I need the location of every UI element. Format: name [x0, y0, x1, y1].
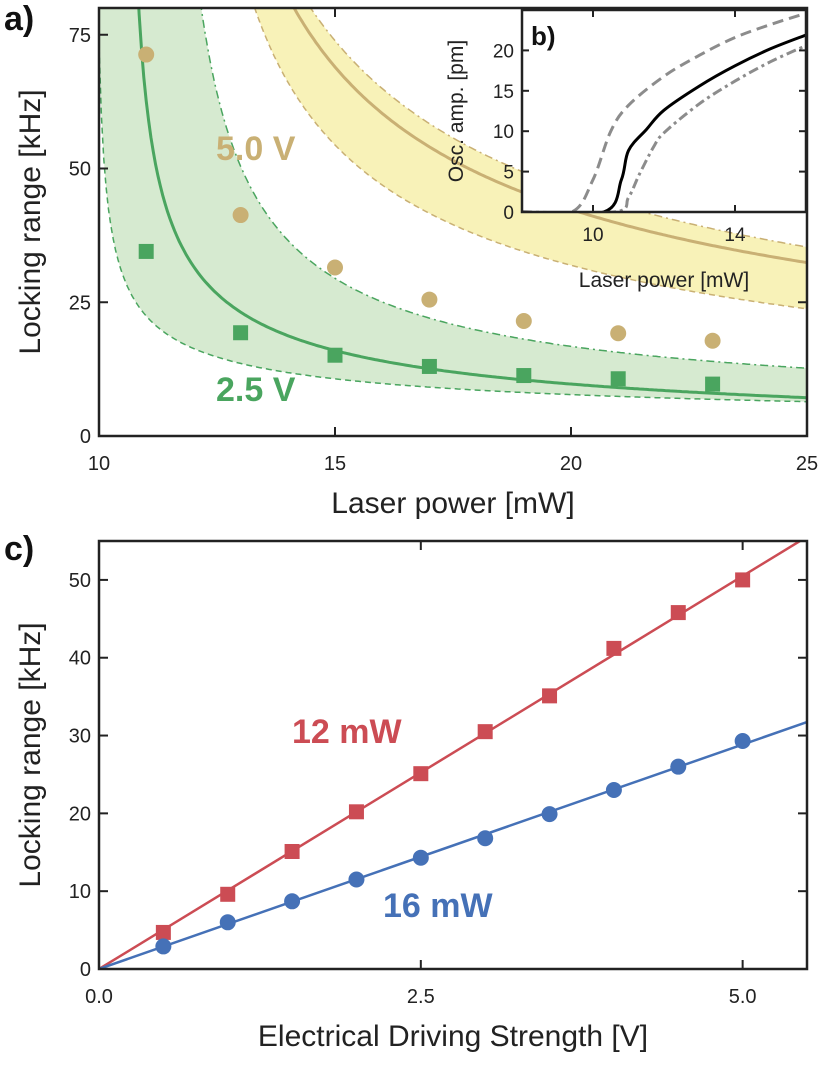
y-tick-label: 0: [503, 203, 514, 224]
data-point-2-5v: [610, 371, 626, 387]
y-tick-label: 15: [493, 82, 514, 103]
data-point-16mw: [541, 806, 558, 823]
x-tick-label: 10: [582, 225, 603, 246]
panel-b-ticks: 10 14 0 5 10 15 20: [493, 10, 806, 246]
series-label-12mw: 12 mW: [292, 713, 402, 751]
data-point-12mw: [670, 605, 686, 621]
panel-c-points: [155, 572, 751, 955]
band-2-5v: [99, 8, 807, 402]
data-point-2-5v: [327, 347, 343, 363]
data-point-2-5v: [421, 358, 437, 374]
y-tick-label: 20: [493, 41, 514, 62]
fit-line-16mw: [99, 720, 807, 969]
bound-2-5v-lower: [99, 8, 807, 403]
panel-c-frame: [97, 539, 809, 971]
y-tick-label: 75: [69, 25, 91, 47]
data-point-5v: [138, 46, 155, 63]
data-point-16mw: [155, 938, 172, 955]
data-point-16mw: [412, 849, 429, 866]
y-tick-label: 20: [69, 803, 91, 825]
band-5v: [254, 8, 807, 309]
y-tick-label: 10: [493, 122, 514, 143]
panel-c-ticks: 0.0 2.5 5.0 0 10 20 30 40 50: [69, 541, 807, 1008]
data-point-12mw: [477, 724, 493, 740]
fit-line-2-5v: [137, 8, 807, 400]
bound-2-5v-upper: [200, 8, 807, 369]
data-point-2-5v: [138, 243, 154, 259]
data-point-12mw: [735, 572, 751, 588]
data-point-12mw: [542, 688, 558, 704]
data-point-5v: [421, 291, 438, 308]
panel-c-fit-lines: [99, 541, 807, 969]
data-point-16mw: [348, 871, 365, 888]
x-tick-label: 14: [724, 225, 746, 246]
data-point-5v: [610, 325, 627, 342]
data-point-16mw: [670, 758, 687, 775]
panel-a-fit-lines: [99, 8, 807, 403]
panel-b-label: b): [531, 21, 556, 51]
fit-line-12mw: [99, 541, 803, 969]
panel-a-frame: [97, 6, 809, 438]
data-point-16mw: [477, 830, 494, 847]
data-point-5v: [515, 312, 532, 329]
data-point-16mw: [284, 893, 301, 910]
data-point-2-5v: [705, 376, 721, 392]
panel-c-xlabel: Electrical Driving Strength [V]: [258, 1020, 648, 1053]
data-point-5v: [704, 332, 721, 349]
panel-b-inset: 10 14 0 5 10 15 20 b) Laser power [mW] Osc. am…: [445, 8, 808, 292]
data-point-12mw: [413, 766, 429, 782]
data-point-2-5v: [233, 325, 249, 341]
fit-line-5v: [292, 8, 807, 265]
panel-a-label: a): [4, 0, 34, 38]
panel-a-xlabel: Laser power [mW]: [331, 487, 574, 520]
data-point-2-5v: [516, 368, 532, 384]
data-point-12mw: [606, 640, 622, 656]
y-tick-label: 10: [69, 881, 91, 903]
panel-b-lines: [522, 11, 806, 212]
data-point-12mw: [155, 924, 171, 940]
panel-c-label: c): [4, 530, 34, 568]
panel-c-ylabel: Locking range [kHz]: [14, 622, 47, 887]
data-point-12mw: [348, 804, 364, 820]
series-label-16mw: 16 mW: [383, 887, 493, 925]
data-point-12mw: [220, 886, 236, 902]
x-tick-label: 15: [324, 453, 346, 475]
panel-c: 0.0 2.5 5.0 0 10 20 30 40 50 c) Electrical Drivi…: [4, 530, 809, 1053]
y-tick-label: 5: [503, 163, 514, 184]
panel-a-ylabel: Locking range [kHz]: [14, 89, 47, 354]
series-label-2-5v: 2.5 V: [216, 371, 296, 409]
y-tick-label: 40: [69, 648, 91, 670]
x-tick-label: 2.5: [407, 986, 435, 1008]
x-tick-label: 5.0: [729, 986, 757, 1008]
data-point-5v: [232, 207, 249, 224]
series-label-5v: 5.0 V: [216, 130, 296, 168]
panel-a-points: [138, 46, 721, 392]
bound-5v-upper: [309, 8, 807, 248]
inset-line-mid: [522, 33, 806, 212]
bound-5v-lower: [253, 8, 807, 310]
y-tick-label: 25: [69, 292, 91, 314]
panel-b-frame: [520, 8, 808, 214]
data-point-12mw: [284, 843, 300, 859]
inset-line-lower: [522, 44, 806, 212]
x-tick-label: 10: [88, 453, 110, 475]
data-point-16mw: [605, 782, 622, 799]
y-tick-label: 0: [80, 959, 91, 981]
data-point-16mw: [219, 914, 236, 931]
y-tick-label: 50: [69, 570, 91, 592]
y-tick-label: 30: [69, 726, 91, 748]
y-tick-label: 0: [80, 426, 91, 448]
data-point-5v: [327, 259, 343, 276]
x-tick-label: 0.0: [85, 986, 113, 1008]
data-point-16mw: [734, 732, 751, 749]
inset-line-upper: [522, 11, 806, 212]
y-tick-label: 50: [69, 159, 91, 181]
x-tick-label: 25: [796, 453, 818, 475]
panel-b-ylabel: Osc. amp. [pm]: [445, 40, 468, 182]
panel-b-xlabel: Laser power [mW]: [579, 269, 749, 292]
panel-a-bands: [99, 8, 807, 402]
x-tick-label: 20: [560, 453, 582, 475]
